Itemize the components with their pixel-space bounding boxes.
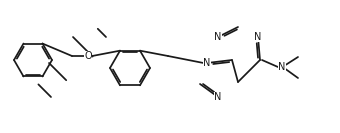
Text: N: N [203,58,211,68]
Text: N: N [214,92,222,102]
Text: N: N [278,62,286,72]
Text: N: N [214,32,222,42]
Text: O: O [84,51,92,61]
Text: N: N [254,32,262,42]
